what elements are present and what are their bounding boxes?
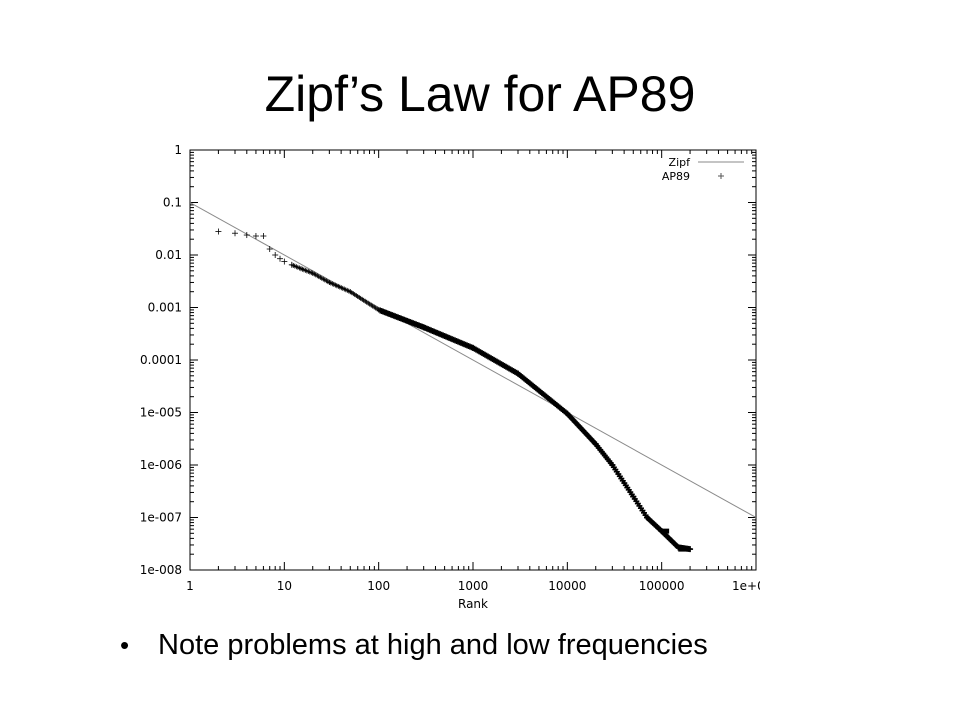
bullet-text: Note problems at high and low frequencie… [158, 629, 708, 661]
y-tick-label: 0.01 [155, 248, 182, 262]
x-tick-label: 100 [367, 579, 390, 593]
y-tick-label: 1e-007 [140, 511, 182, 525]
zipf-chart: 1 10 100 1000 10000 100000 1e+006 1 0.1 0.01 0.001… [140, 143, 760, 611]
legend-label-ap89: AP89 [662, 170, 690, 183]
x-axis-label: Rank [458, 597, 488, 611]
y-tick-label: 1e-005 [140, 406, 182, 420]
y-tick-label: 0.0001 [140, 353, 182, 367]
x-tick-label: 10000 [548, 579, 586, 593]
x-tick-label: 10 [277, 579, 292, 593]
x-tick-label: 1000 [458, 579, 489, 593]
chart-ticks: 1 10 100 1000 10000 100000 1e+006 1 0.1 0.01 0.001… [140, 143, 760, 593]
y-tick-label: 1 [174, 143, 182, 157]
y-tick-label: 1e-006 [140, 458, 182, 472]
y-tick-label: 0.001 [148, 301, 182, 315]
x-tick-label: 1 [186, 579, 194, 593]
legend-label-zipf: Zipf [669, 156, 692, 169]
x-tick-label: 1e+006 [732, 579, 760, 593]
x-tick-label: 100000 [639, 579, 685, 593]
y-tick-label: 1e-008 [140, 563, 182, 577]
bullet-dot-icon: • [120, 630, 130, 660]
slide-title: Zipf’s Law for AP89 [264, 66, 696, 122]
chart-series [190, 202, 756, 553]
ap89-points [215, 228, 694, 553]
y-tick-label: 0.1 [163, 196, 182, 210]
zipf-line [190, 202, 756, 518]
